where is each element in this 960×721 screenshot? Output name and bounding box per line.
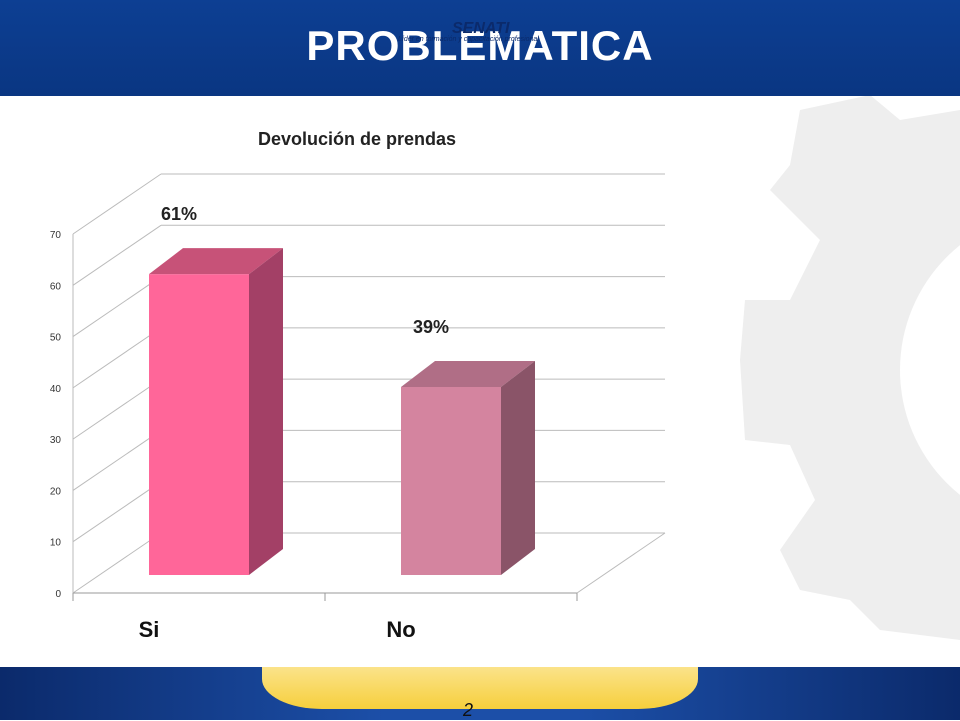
gridline-diagonal: [72, 378, 162, 440]
bar-side-si: [249, 248, 283, 575]
y-tick-label: 70: [50, 230, 62, 241]
chart-title: Devolución de prendas: [258, 129, 456, 149]
y-tick-label: 50: [50, 333, 62, 344]
floor-edge: [576, 532, 666, 594]
gridline-diagonal: [72, 276, 162, 337]
senati-logo: SENATI: [452, 20, 510, 37]
footer-band: [262, 667, 698, 709]
y-tick-label: 60: [50, 281, 62, 292]
y-tick-label: 10: [50, 538, 62, 549]
x-category-label: No: [386, 617, 415, 642]
gridline-diagonal: [72, 430, 162, 491]
footer-tagline: Líder en formación y capacitación profes…: [398, 36, 539, 43]
page-number: 2: [463, 700, 474, 720]
y-tick-label: 0: [55, 589, 61, 600]
data-label: 39%: [413, 317, 449, 337]
x-category-label: Si: [139, 617, 160, 642]
bar-no: [401, 386, 501, 575]
bar-si: [149, 274, 249, 575]
data-label: 61%: [161, 204, 197, 224]
y-tick-label: 20: [50, 486, 62, 497]
y-tick-label: 30: [50, 435, 62, 446]
bar-top-no: [401, 360, 535, 387]
y-tick-label: 40: [50, 384, 62, 395]
gridline-diagonal: [72, 481, 162, 543]
slide-title: PROBLEMATICA: [306, 22, 654, 69]
bar-side-no: [501, 360, 535, 575]
bar-top-si: [149, 248, 283, 275]
gridline-diagonal: [72, 173, 162, 235]
gridline-diagonal: [72, 327, 162, 389]
gridline-diagonal: [72, 224, 162, 286]
footer: [0, 667, 960, 720]
bar-chart: Devolución de prendas 0 10 20 30 40 50 60 70 61%…: [50, 129, 666, 642]
gridline-diagonal: [72, 532, 162, 594]
title-bar: PROBLEMATICA: [0, 0, 960, 96]
